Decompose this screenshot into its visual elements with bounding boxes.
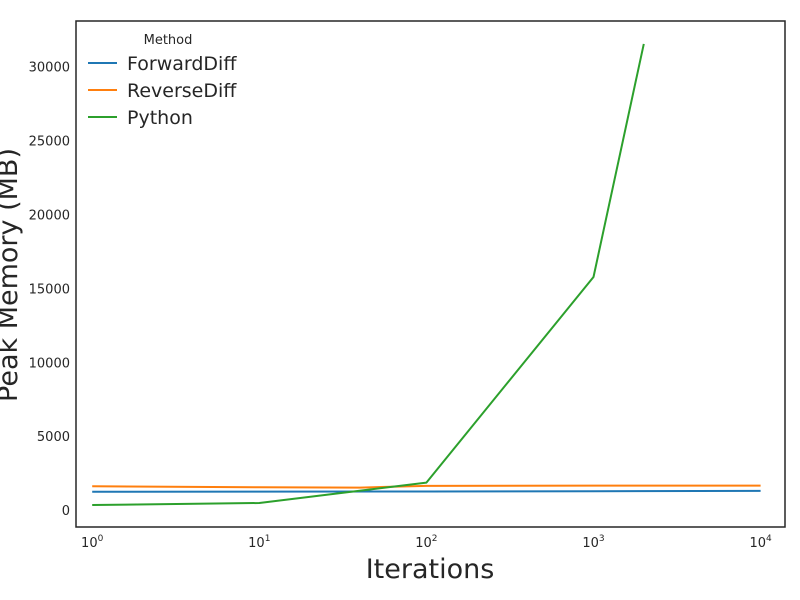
legend: Method ForwardDiff ReverseDiff Python xyxy=(88,33,237,129)
series-line-python xyxy=(92,43,645,506)
legend-items: ForwardDiff ReverseDiff Python xyxy=(88,53,237,129)
y-tick-label: 0 xyxy=(62,504,70,519)
y-tick-label: 25000 xyxy=(29,134,70,149)
y-tick-label: 30000 xyxy=(29,60,70,75)
y-tick-label: 15000 xyxy=(29,282,70,297)
y-axis-title: Peak Memory (MB) xyxy=(0,148,24,402)
y-tick-labels: 0 5000 10000 15000 20000 25000 30000 xyxy=(29,60,70,519)
y-tick-label: 10000 xyxy=(29,356,70,371)
legend-label-forwarddiff: ForwardDiff xyxy=(127,53,237,75)
legend-label-python: Python xyxy=(127,107,193,129)
x-tick-label: 104 xyxy=(749,534,772,551)
x-tick-labels: 100 101 102 103 104 xyxy=(81,534,772,551)
x-tick-label: 102 xyxy=(415,534,437,551)
y-tick-label: 20000 xyxy=(29,208,70,223)
series-layer xyxy=(92,43,761,506)
x-tick-label: 100 xyxy=(81,534,104,551)
legend-label-reversediff: ReverseDiff xyxy=(127,80,237,102)
series-line-forwarddiff xyxy=(92,489,761,493)
x-axis-title: Iterations xyxy=(366,554,495,585)
plot-frame xyxy=(75,20,786,528)
x-tick-label: 101 xyxy=(248,534,270,551)
series-line-reversediff xyxy=(92,484,761,489)
y-tick-label: 5000 xyxy=(37,430,70,445)
x-tick-label: 103 xyxy=(582,534,604,551)
legend-title: Method xyxy=(144,33,193,48)
